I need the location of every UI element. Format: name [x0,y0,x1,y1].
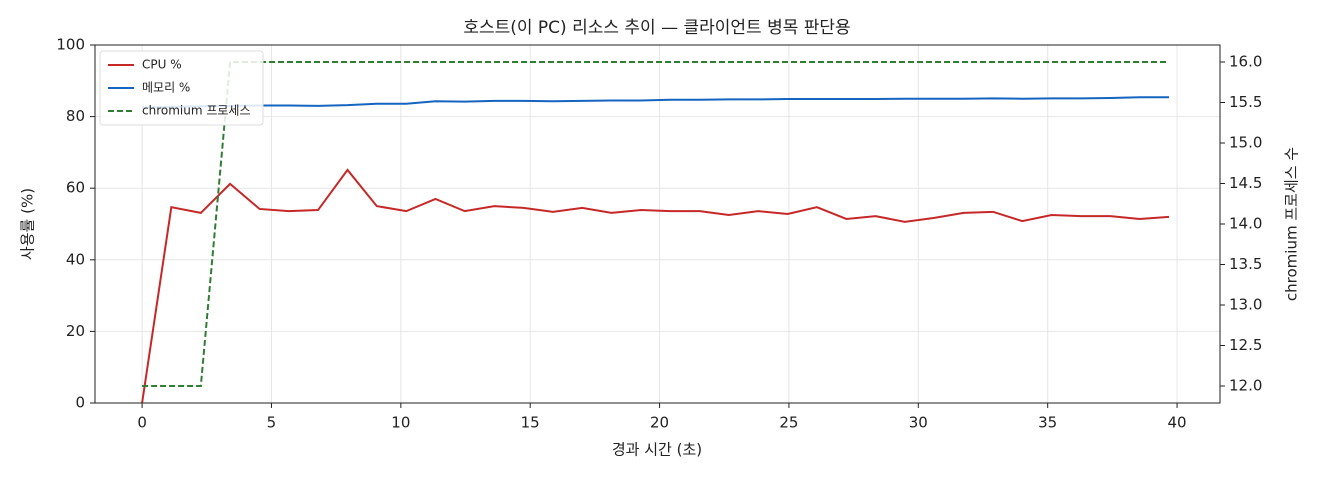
legend-box [99,50,264,126]
x-tick-label: 25 [779,414,798,432]
legend-label: chromium 프로세스 [142,104,251,118]
x-tick-label: 20 [650,414,669,432]
y-tick-label: 40 [66,250,85,268]
chart-title: 호스트(이 PC) 리소스 추이 — 클라이언트 병목 판단용 [463,18,850,38]
series-line [142,96,1170,109]
y2-tick-label: 14.5 [1229,174,1262,192]
x-tick-label: 5 [267,414,277,432]
y2-tick-label: 13.5 [1229,255,1262,273]
series-line [142,61,1170,387]
y-tick-label: 0 [75,394,85,412]
y2-tick-label: 13.0 [1229,295,1262,313]
x-tick-label: 15 [521,414,540,432]
x-axis-label: 경과 시간 (초) [612,441,702,459]
series-line [141,168,1170,404]
plot-frame [94,44,1221,404]
x-tick-label: 40 [1168,414,1187,432]
y2-tick-label: 16.0 [1229,53,1262,71]
x-tick-label: 10 [391,414,410,432]
y2-tick-label: 12.5 [1229,336,1262,354]
legend: CPU % 메모리 % chromium 프로세스 [99,50,264,126]
y-tick-label: 80 [66,107,85,125]
legend-label: 메모리 % [142,81,190,95]
y2-tick-label: 14.0 [1229,215,1262,233]
x-tick-label: 35 [1038,414,1057,432]
legend-label: CPU % [142,58,182,72]
y2-tick-label: 15.5 [1229,93,1262,111]
y2-tick-label: 12.0 [1229,376,1262,394]
y-tick-label: 100 [56,36,85,54]
y-axis-label: 사용률 (%) [19,188,37,260]
x-tick-label: 30 [909,414,928,432]
y-tick-label: 60 [66,179,85,197]
x-tick-label: 0 [137,414,147,432]
y2-axis-label: chromium 프로세스 수 [1283,147,1301,301]
y2-tick-label: 15.0 [1229,134,1262,152]
y-tick-label: 20 [66,322,85,340]
